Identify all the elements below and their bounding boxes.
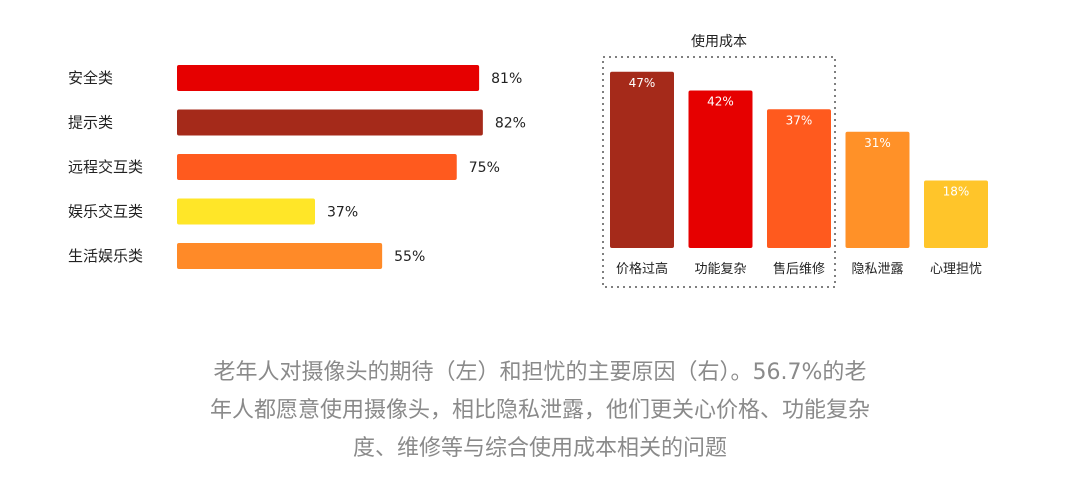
usage-cost-highlight-box <box>602 56 836 288</box>
hbar-bar <box>177 154 457 180</box>
usage-cost-title: 使用成本 <box>691 33 747 50</box>
hbar-category-label: 远程交互类 <box>68 158 143 176</box>
vbar-value-label: 42% <box>707 95 734 109</box>
figure-caption: 老年人对摄像头的期待（左）和担忧的主要原因（右）。56.7%的老 年人都愿意使用… <box>140 354 940 468</box>
hbar-category-label: 生活娱乐类 <box>68 247 143 265</box>
vbar-category-label: 功能复杂 <box>694 262 746 277</box>
hbar-bar <box>177 65 480 91</box>
hbar-value-label: 81% <box>491 71 522 87</box>
vbar-value-label: 18% <box>943 185 970 199</box>
vbar-value-label: 37% <box>786 113 813 127</box>
vbar-bar <box>610 71 674 248</box>
hbar-category-label: 提示类 <box>68 114 113 132</box>
caption-line-3: 度、维修等与综合使用成本相关的问题 <box>352 436 727 461</box>
hbar-bar <box>177 109 483 136</box>
vbar-category-label: 隐私泄露 <box>851 262 903 277</box>
hbar-bar <box>177 198 316 225</box>
vbar-bar <box>845 131 910 248</box>
expectations-bar-chart: 安全类 81% 提示类 82% 远程交互类 75% 娱乐交互类 37% 生活娱乐类 55% <box>68 65 526 269</box>
vbar-category-label: 售后维修 <box>773 261 825 277</box>
vbar-value-label: 47% <box>629 76 656 90</box>
vbar-bar <box>767 109 831 248</box>
vbar-bar <box>688 90 753 248</box>
caption-line-2: 年人都愿意使用摄像头，相比隐私泄露，他们更关心价格、功能复杂 <box>209 398 870 423</box>
concerns-bar-chart: 使用成本 47% 价格过高 42% 功能复杂 37% 售后维修 31% 隐私泄露 18% 心理担忧 <box>602 33 988 288</box>
vbar-category-label: 价格过高 <box>616 261 668 277</box>
hbar-value-label: 82% <box>495 116 526 132</box>
vbar-bar <box>924 180 988 248</box>
caption-line-1: 老年人对摄像头的期待（左）和担忧的主要原因（右）。56.7%的老 <box>213 360 867 385</box>
hbar-value-label: 75% <box>469 160 500 176</box>
hbar-value-label: 37% <box>327 205 358 221</box>
hbar-value-label: 55% <box>394 249 425 265</box>
hbar-category-label: 安全类 <box>68 69 113 87</box>
hbar-bar <box>177 243 383 269</box>
hbar-category-label: 娱乐交互类 <box>68 203 143 221</box>
vbar-value-label: 31% <box>864 136 891 150</box>
vbar-category-label: 心理担忧 <box>930 262 982 277</box>
